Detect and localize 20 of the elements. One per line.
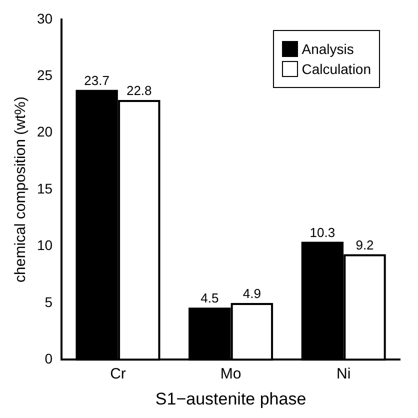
y-axis-title: chemical composition (wt%) — [12, 96, 30, 282]
x-tick-label: Ni — [336, 366, 351, 383]
x-axis-title: S1−austenite phase — [155, 389, 306, 408]
data-label: 22.8 — [126, 83, 152, 98]
x-tick-label: Cr — [110, 366, 126, 383]
y-tick-label: 10 — [36, 237, 53, 254]
data-label: 9.2 — [356, 237, 374, 252]
y-tick-label: 0 — [44, 350, 53, 366]
legend-label: Analysis — [302, 41, 354, 57]
y-tick-label: 30 — [36, 10, 53, 26]
data-label: 10.3 — [310, 224, 336, 240]
y-tick-label: 5 — [44, 294, 53, 310]
data-label: 4.9 — [242, 286, 261, 302]
y-tick-label: 20 — [36, 124, 53, 140]
data-label: 23.7 — [84, 72, 110, 88]
y-tick-label: 25 — [36, 66, 53, 83]
x-tick-label: Mo — [220, 366, 242, 383]
y-tick-label: 15 — [36, 180, 53, 196]
legend-label: Calculation — [302, 61, 371, 77]
data-label: 4.5 — [200, 290, 219, 306]
